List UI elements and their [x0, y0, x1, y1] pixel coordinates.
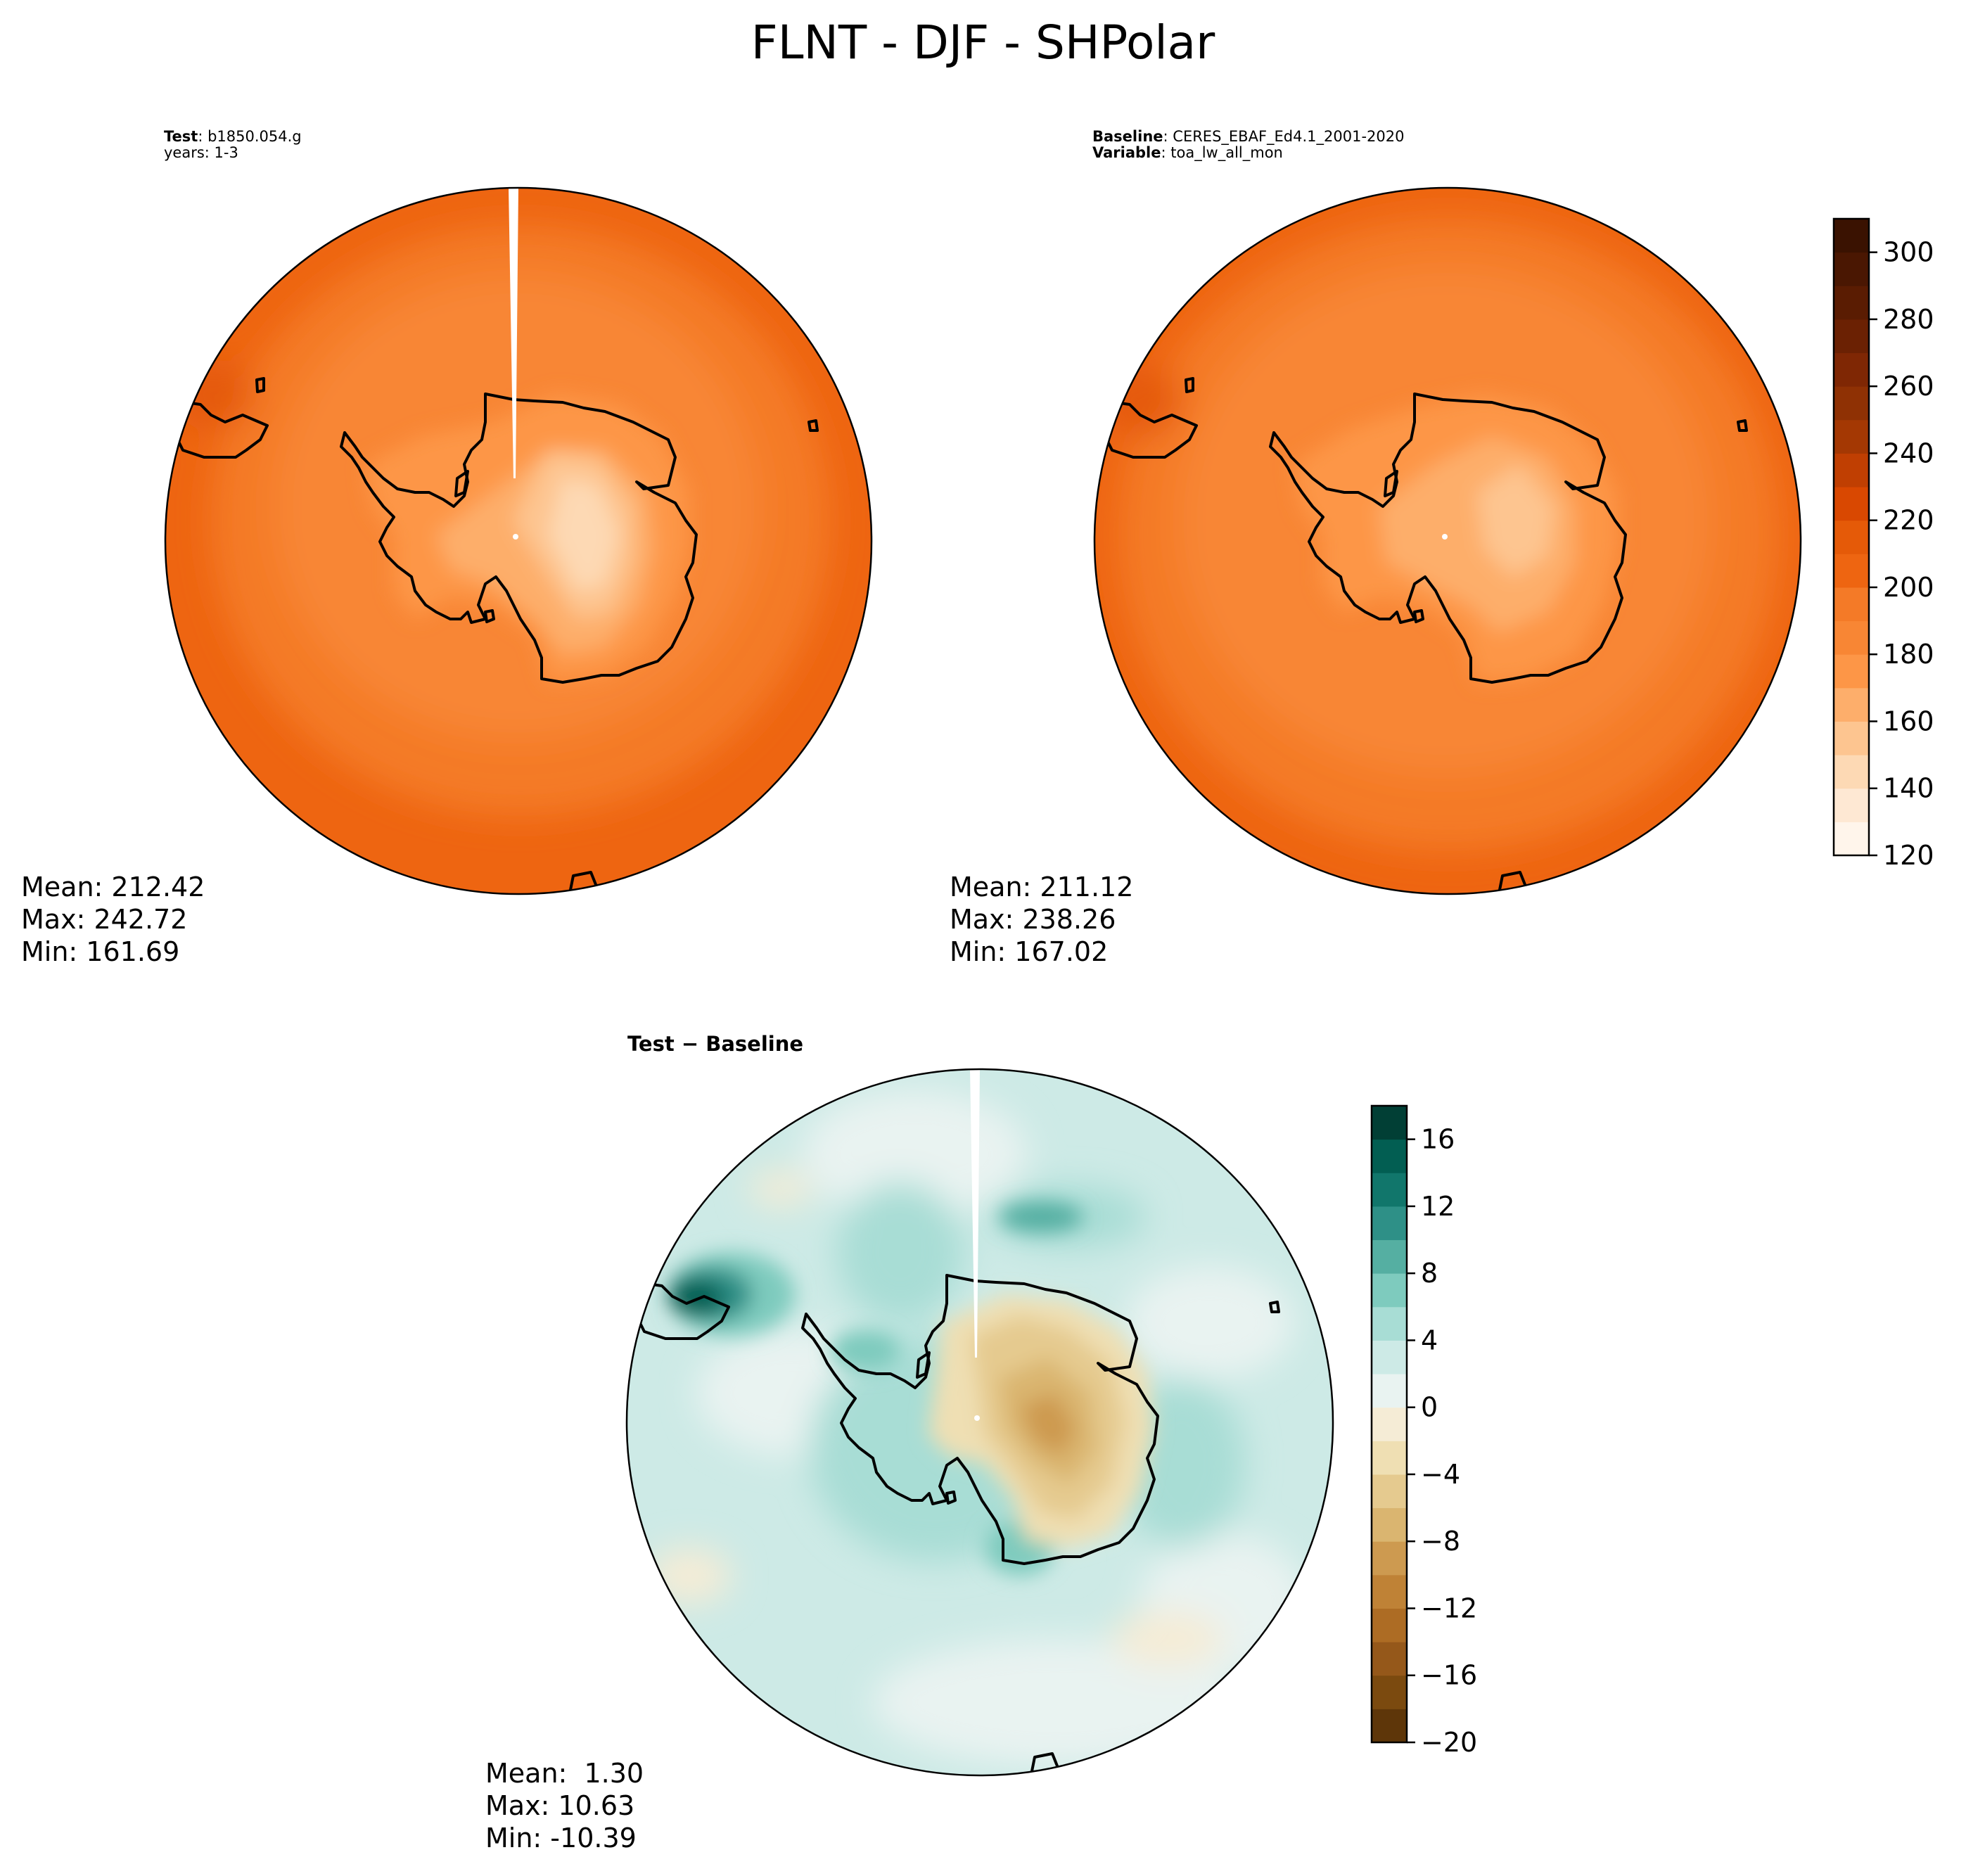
colorbar-diff-segment [1372, 1239, 1407, 1274]
diff-header: Test − Baseline [627, 1032, 804, 1056]
colorbar-top-segment [1834, 554, 1869, 588]
colorbar-diff-segment [1372, 1709, 1407, 1743]
colorbar-top-segment [1834, 219, 1869, 253]
colorbar-top-tick-label: 260 [1883, 371, 1934, 402]
colorbar-diff-segment [1372, 1507, 1407, 1542]
colorbar-diff-tick-label: 16 [1421, 1124, 1455, 1155]
colorbar-diff-tick-label: −12 [1421, 1593, 1477, 1623]
colorbar-top-segment [1834, 822, 1869, 856]
map-boundary [164, 186, 873, 895]
colorbar-top-segment [1834, 755, 1869, 789]
colorbar-diff-segment [1372, 1407, 1407, 1441]
baseline-label: Baseline [1092, 128, 1163, 145]
colorbar-diff-segment [1372, 1139, 1407, 1173]
colorbar-top-segment [1834, 788, 1869, 822]
baseline-header: Baseline: CERES_EBAF_Ed4.1_2001-2020 Vari… [1092, 129, 1404, 161]
coastline-antarctica-diff [636, 1274, 1280, 1775]
colorbar-diff-segment [1372, 1340, 1407, 1374]
variable-label: Variable [1092, 144, 1161, 161]
map-boundary [1093, 186, 1802, 895]
colorbar-top-tick-label: 140 [1883, 773, 1934, 804]
baseline-map [1093, 186, 1802, 895]
diff-map [625, 1068, 1334, 1777]
colorbar-diff-tick-label: 0 [1421, 1392, 1438, 1423]
colorbar-top-segment [1834, 386, 1869, 421]
colorbar-top-tick-label: 200 [1883, 572, 1934, 603]
baseline-mean: Mean: 211.12 [950, 872, 1134, 902]
test-sep: : [198, 128, 208, 145]
test-max: Max: 242.72 [21, 904, 188, 935]
test-years: years: 1-3 [164, 144, 238, 161]
colorbar-top-segment [1834, 587, 1869, 622]
colorbar-diff-segment [1372, 1675, 1407, 1709]
baseline-min: Min: 167.02 [950, 936, 1109, 967]
colorbar-diff-segment [1372, 1642, 1407, 1676]
colorbar-top-segment [1834, 419, 1869, 454]
baseline-case: CERES_EBAF_Ed4.1_2001-2020 [1173, 128, 1405, 145]
colorbar-diff-segment [1372, 1273, 1407, 1308]
variable-value: toa_lw_all_mon [1170, 144, 1283, 161]
colorbar-top-segment [1834, 352, 1869, 387]
colorbar-top-segment [1834, 319, 1869, 354]
map-boundary [625, 1068, 1334, 1777]
colorbar-top-tick-label: 120 [1883, 840, 1934, 871]
colorbar-diff-segment [1372, 1106, 1407, 1140]
colorbar-top-tick-label: 240 [1883, 438, 1934, 468]
colorbar-top-tick-label: 220 [1883, 505, 1934, 536]
colorbar-top-tick-label: 280 [1883, 304, 1934, 335]
colorbar-diff-frame [1370, 1104, 1408, 1744]
colorbar-top-tick-label: 160 [1883, 706, 1934, 736]
colorbar-top-segment [1834, 687, 1869, 722]
colorbar-diff-tick-label: −4 [1421, 1459, 1460, 1490]
colorbar-diff-tick-label: 8 [1421, 1258, 1438, 1289]
colorbar-diff-segment [1372, 1541, 1407, 1576]
colorbar-diff-tick-label: 4 [1421, 1325, 1438, 1355]
baseline-sep: : [1163, 128, 1173, 145]
colorbar-top-segment [1834, 620, 1869, 655]
test-label: Test [164, 128, 198, 145]
diff-mean: Mean: 1.30 [485, 1758, 644, 1789]
colorbar-diff-segment [1372, 1608, 1407, 1642]
colorbar-diff-segment [1372, 1306, 1407, 1341]
colorbar-top-tick-label: 180 [1883, 639, 1934, 670]
colorbar-diff-segment [1372, 1474, 1407, 1509]
colorbar-diff-tick-label: −8 [1421, 1526, 1460, 1557]
colorbar-top-segment [1834, 286, 1869, 320]
baseline-stats: Mean: 211.12 Max: 238.26 Min: 167.02 [950, 871, 1133, 968]
baseline-max: Max: 238.26 [950, 904, 1116, 935]
colorbar-top-segment [1834, 721, 1869, 755]
test-map [164, 186, 873, 895]
colorbar-diff-tick-label: 12 [1421, 1191, 1455, 1222]
test-case: b1850.054.g [208, 128, 302, 145]
diff-min: Min: -10.39 [485, 1823, 637, 1853]
colorbar-diff-segment [1372, 1441, 1407, 1475]
missing-data-sliver [509, 188, 518, 478]
test-header: Test: b1850.054.g years: 1-3 [164, 129, 302, 161]
colorbar-diff-segment [1372, 1173, 1407, 1207]
test-mean: Mean: 212.42 [21, 872, 205, 902]
diff-max: Max: 10.63 [485, 1790, 635, 1821]
colorbar-top-segment [1834, 520, 1869, 554]
colorbar-top-frame [1832, 217, 1870, 857]
colorbar-diff-segment [1372, 1374, 1407, 1408]
colorbar-diff-segment [1372, 1574, 1407, 1609]
colorbar-top-segment [1834, 654, 1869, 689]
colorbar-top-segment [1834, 453, 1869, 487]
colorbar-test-baseline: 120 140 160 180 200 220 240 260 280 300 [1832, 217, 1934, 871]
colorbar-top-tick-label: 300 [1883, 237, 1934, 268]
diff-stats: Mean: 1.30 Max: 10.63 Min: -10.39 [485, 1757, 644, 1854]
variable-sep: : [1161, 144, 1171, 161]
missing-data-sliver [970, 1069, 980, 1358]
figure-title: FLNT - DJF - SHPolar [751, 15, 1215, 70]
test-min: Min: 161.69 [21, 936, 180, 967]
colorbar-diff-segment [1372, 1206, 1407, 1241]
colorbar-diff: −20 −16 −12 −8 −4 0 4 8 12 16 [1370, 1104, 1477, 1758]
colorbar-top-segment [1834, 487, 1869, 521]
colorbar-diff-tick-label: −16 [1421, 1660, 1477, 1691]
colorbar-top-segment [1834, 252, 1869, 286]
test-stats: Mean: 212.42 Max: 242.72 Min: 161.69 [21, 871, 205, 968]
colorbar-diff-tick-label: −20 [1421, 1727, 1477, 1758]
